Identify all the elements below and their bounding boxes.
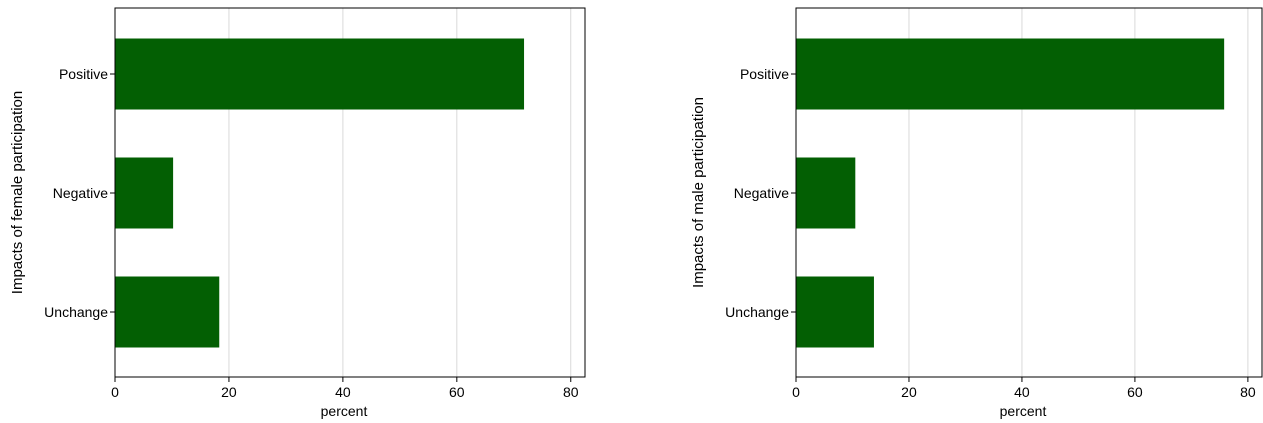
chart-1-category-label: Positive <box>59 66 108 82</box>
chart-1-xtick-label: 40 <box>335 384 351 400</box>
chart-1-xtick-label: 60 <box>449 384 465 400</box>
chart-1-xtick-label: 80 <box>563 384 579 400</box>
chart-2-category-label: Unchange <box>725 304 789 320</box>
chart-2-xtick-label: 0 <box>792 384 800 400</box>
chart-1-category-label: Unchange <box>44 304 108 320</box>
chart-2-xtick-label: 80 <box>1240 384 1256 400</box>
chart-1-xtick-label: 20 <box>221 384 237 400</box>
chart-2-bar-positive <box>796 38 1225 110</box>
chart-1-xtick-label: 0 <box>111 384 119 400</box>
chart-2-bar-unchange <box>796 276 874 348</box>
chart-2-bar-negative <box>796 157 856 229</box>
chart-2-category-label: Negative <box>734 185 789 201</box>
chart-2-x-axis-title: percent <box>1000 403 1047 419</box>
chart-1-bar-negative <box>115 157 174 229</box>
chart-1: Positive Negative Unchange 0 20 40 60 80 percent… <box>9 7 586 419</box>
chart-2-y-axis-title: Impacts of male participation <box>690 97 707 288</box>
chart-1-x-axis-title: percent <box>321 403 368 419</box>
chart-1-y-axis-title: Impacts of female participation <box>9 91 26 294</box>
chart-1-bar-positive <box>115 38 525 110</box>
chart-2-xtick-label: 60 <box>1127 384 1143 400</box>
chart-1-bar-unchange <box>115 276 220 348</box>
chart-1-category-label: Negative <box>53 185 108 201</box>
chart-2: Positive Negative Unchange 0 20 40 60 80 percent… <box>690 7 1263 419</box>
chart-2-category-label: Positive <box>740 66 789 82</box>
chart-2-xtick-label: 40 <box>1014 384 1030 400</box>
chart-2-xtick-label: 20 <box>901 384 917 400</box>
